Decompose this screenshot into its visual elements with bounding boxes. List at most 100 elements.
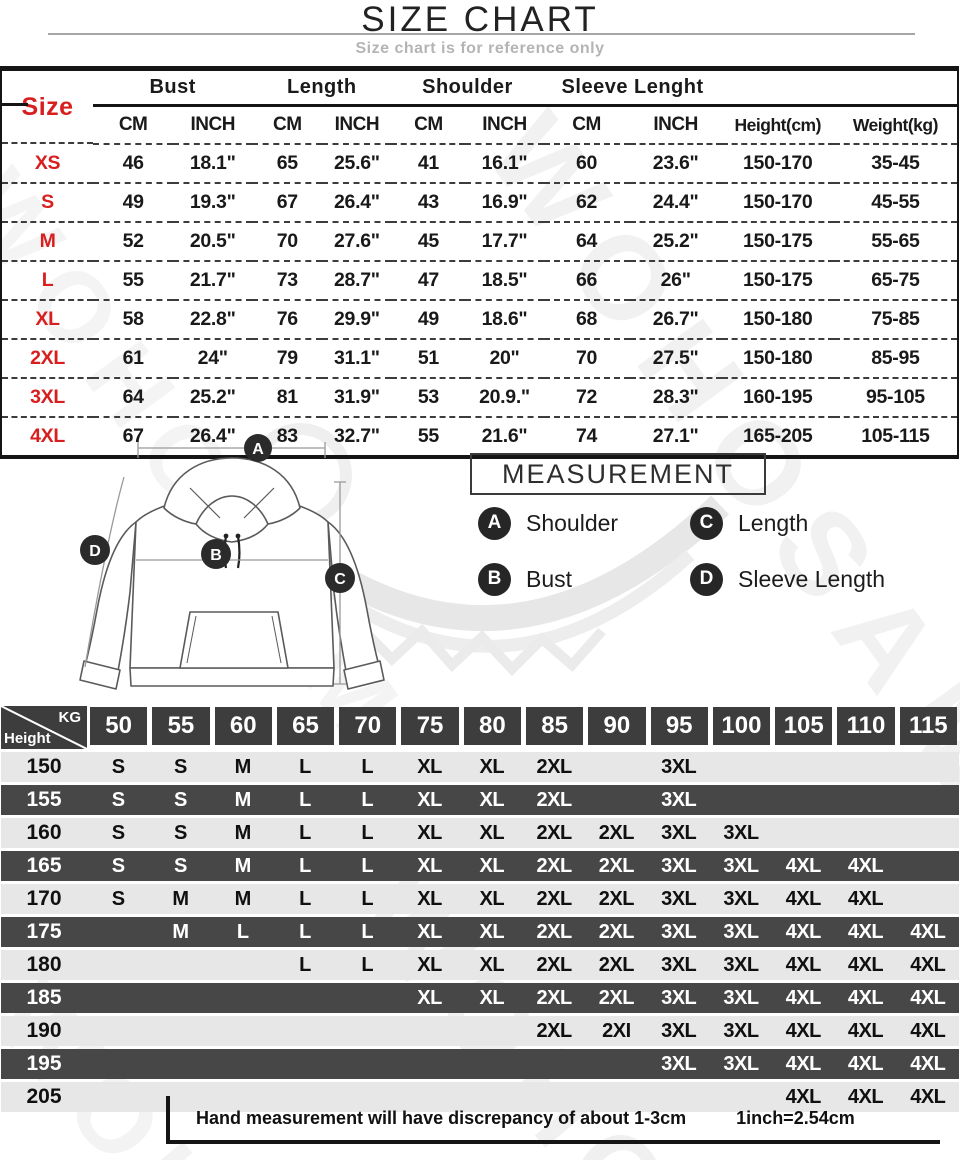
fit-size-cell: L bbox=[299, 821, 311, 844]
fit-size-cell: 4XL bbox=[847, 953, 884, 976]
fit-size-cell: XL bbox=[479, 986, 505, 1009]
size-value: 18.6" bbox=[465, 300, 544, 340]
fit-size-cell: 3XL bbox=[723, 821, 759, 844]
fit-size-cell: L bbox=[236, 920, 249, 943]
fit-size-cell: S bbox=[111, 887, 125, 910]
size-value: 53 bbox=[391, 378, 466, 418]
unit-header: INCH bbox=[173, 105, 253, 145]
fit-row: 195 3XL 3XL 4XL 4XL 4XL bbox=[1, 1049, 959, 1079]
fit-size-cell: S bbox=[111, 788, 125, 811]
fit-size-cell: S bbox=[174, 821, 187, 844]
size-value: 27.5" bbox=[629, 339, 722, 379]
fit-row: 165 S S M L L XL XL 2XL 2XL 3XL 3XL 4XL 4XL bbox=[1, 851, 959, 881]
size-value: 85-95 bbox=[833, 339, 958, 379]
fit-size-cell: 4XL bbox=[847, 887, 884, 910]
fit-size-cell: 2XL bbox=[536, 920, 573, 943]
size-value: 76 bbox=[252, 300, 323, 340]
size-row: 2XL 61 24" 79 31.1" 51 20" 70 27.5" 150-180 85-95 bbox=[1, 339, 958, 379]
size-value: 27.6" bbox=[322, 222, 392, 262]
fit-size-cell: XL bbox=[479, 788, 505, 811]
fit-weight-header: 85 bbox=[525, 707, 584, 745]
fit-size-cell: 3XL bbox=[723, 1052, 759, 1075]
fit-size-cell: M bbox=[234, 788, 252, 811]
unit-header-row: CM INCH CM INCH CM INCH CM INCH Height(c… bbox=[1, 105, 958, 145]
fit-size-cell: 4XL bbox=[785, 887, 822, 910]
fit-size-cell: 2XL bbox=[598, 986, 635, 1009]
fit-size-cell: XL bbox=[417, 854, 442, 877]
fit-weight-header: 115 bbox=[899, 707, 957, 745]
fit-size-cell: 3XL bbox=[661, 953, 697, 976]
group-header-length: Length bbox=[252, 68, 392, 107]
size-value: 46 bbox=[93, 144, 174, 184]
size-value: 20" bbox=[465, 339, 544, 379]
size-value: 58 bbox=[93, 300, 174, 340]
fit-size-cell: M bbox=[234, 755, 252, 778]
legend-item: D Sleeve Length bbox=[690, 562, 948, 596]
fit-size-cell: 4XL bbox=[910, 986, 946, 1009]
legend-label: Length bbox=[738, 509, 809, 536]
measurement-title: MEASUREMENT bbox=[470, 453, 766, 495]
size-label: S bbox=[1, 183, 94, 223]
fit-size-cell: L bbox=[361, 755, 374, 778]
fit-size-cell: 3XL bbox=[661, 788, 697, 811]
size-value: 31.1" bbox=[322, 339, 392, 379]
measurement-legend: A Shoulder C Length B Bust D Sleeve Length bbox=[478, 506, 948, 596]
page-title: SIZE CHART bbox=[361, 0, 599, 39]
fit-size-cell: 2XL bbox=[536, 755, 573, 778]
fit-corner-cell: KG Height bbox=[1, 706, 87, 749]
size-row: L 55 21.7" 73 28.7" 47 18.5" 66 26" 150-175 65-75 bbox=[1, 261, 958, 301]
legend-item: A Shoulder bbox=[478, 506, 690, 540]
size-value: 75-85 bbox=[833, 300, 958, 340]
fit-size-cell: 4XL bbox=[847, 854, 884, 877]
group-header-bust: Bust bbox=[93, 68, 253, 107]
size-value: 21.6" bbox=[481, 425, 528, 447]
size-value: 150-180 bbox=[721, 339, 834, 379]
fit-size-cell: XL bbox=[417, 920, 442, 943]
fit-size-cell: 4XL bbox=[910, 1019, 946, 1042]
fit-size-cell: XL bbox=[417, 788, 442, 811]
fit-row: 190 2XL 2XI 3XL 3XL 4XL 4XL 4XL bbox=[1, 1016, 959, 1046]
fit-height-label: 195 bbox=[26, 1052, 62, 1075]
group-header-spacer bbox=[721, 68, 834, 107]
weight-column-header: Weight(kg) bbox=[833, 105, 958, 145]
fit-size-cell: M bbox=[172, 887, 189, 910]
unit-header: CM bbox=[252, 105, 323, 145]
fit-size-cell: XL bbox=[479, 887, 505, 910]
fit-height-label: 175 bbox=[26, 920, 62, 943]
fit-size-cell: 2XL bbox=[536, 854, 573, 877]
size-value: 23.6" bbox=[629, 144, 722, 184]
fit-size-cell: 4XL bbox=[785, 1052, 822, 1075]
diagram-badge-c: C bbox=[334, 571, 346, 588]
size-value: 18.1" bbox=[173, 144, 253, 184]
size-value: 43 bbox=[391, 183, 466, 223]
size-value: 22.8" bbox=[173, 300, 253, 340]
unit-header: CM bbox=[543, 105, 630, 145]
diagram-badge-a: A bbox=[252, 441, 264, 458]
fit-size-cell: XL bbox=[479, 821, 505, 844]
fit-size-cell: XL bbox=[479, 953, 505, 976]
height-column-header: Height(cm) bbox=[721, 105, 834, 145]
fit-size-cell: XL bbox=[479, 920, 505, 943]
size-value: 26" bbox=[629, 261, 722, 301]
fit-size-cell: L bbox=[361, 920, 374, 943]
fit-size-cell: 4XL bbox=[785, 953, 822, 976]
fit-size-cell: 3XL bbox=[661, 854, 697, 877]
fit-size-cell: 2XL bbox=[536, 953, 573, 976]
fit-size-cell: 3XL bbox=[661, 755, 697, 778]
fit-size-cell: 4XL bbox=[910, 1085, 946, 1108]
fit-size-cell: L bbox=[361, 953, 374, 976]
size-value: 61 bbox=[93, 339, 174, 379]
size-label: 3XL bbox=[1, 378, 94, 418]
fit-size-cell: 2XL bbox=[536, 887, 573, 910]
fit-row: 180 L L XL XL 2XL 2XL 3XL 3XL 4XL 4XL 4XL bbox=[1, 950, 959, 980]
size-value: 26.4" bbox=[322, 183, 392, 223]
fit-size-cell: 4XL bbox=[785, 1019, 822, 1042]
fit-size-cell: 3XL bbox=[661, 1052, 697, 1075]
size-value: 68 bbox=[543, 300, 630, 340]
fit-size-cell: XL bbox=[417, 755, 442, 778]
fit-size-cell: M bbox=[234, 887, 252, 910]
fit-size-cell: 3XL bbox=[661, 1019, 697, 1042]
fit-size-cell: 4XL bbox=[847, 1052, 884, 1075]
fit-size-cell: L bbox=[361, 821, 374, 844]
fit-size-cell: 2XL bbox=[536, 821, 573, 844]
